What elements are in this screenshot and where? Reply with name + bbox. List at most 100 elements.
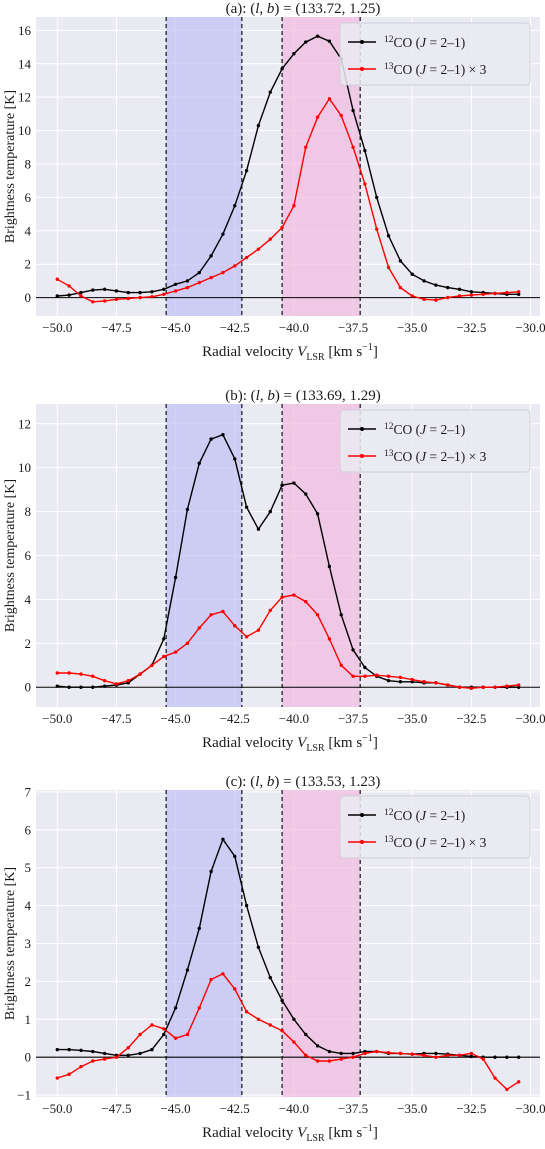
y-tick-label: 3 [25,936,32,951]
data-point-co13 [493,1076,497,1080]
data-point-co13 [114,297,119,301]
data-point-co13 [469,293,474,297]
data-point-co13 [304,599,308,604]
data-point-co12 [55,294,59,298]
series-line-co13 [56,97,519,303]
data-point-co13 [517,683,521,687]
data-point-co13 [102,1057,107,1061]
data-point-co13 [434,298,438,302]
data-point-co12 [79,290,83,295]
data-point-co12 [339,613,343,617]
data-point-co13 [517,290,521,294]
x-tick-label: −45.0 [161,711,191,726]
data-point-co12 [102,287,107,291]
x-axis-label: Radial velocity VLSR [km s−1] [202,733,378,754]
y-tick-label: 6 [25,822,32,837]
data-point-co13 [363,674,367,678]
data-point-co12 [79,685,83,689]
data-point-co12 [256,945,261,949]
data-point-co12 [315,512,320,516]
data-point-co13 [126,296,130,301]
data-point-co13 [446,683,450,687]
y-tick-label: 0 [25,1050,32,1065]
data-point-co12 [55,1047,59,1052]
data-point-co13 [138,295,142,300]
legend-label-co13: 13CO (J = 2–1) × 3 [384,449,487,464]
x-axis-label: Radial velocity VLSR [km s−1] [202,342,378,363]
data-point-co12 [280,483,284,487]
data-point-co12 [351,108,355,113]
data-point-co13 [469,1051,474,1056]
data-point-co12 [162,1032,166,1037]
data-point-co13 [185,641,190,646]
data-point-co12 [386,678,391,683]
x-tick-label: −37.5 [338,1101,368,1116]
data-point-co12 [410,272,414,276]
data-point-co13 [363,1051,367,1056]
data-point-co13 [138,672,142,676]
y-tick-label: 8 [25,504,32,519]
data-point-co12 [256,123,261,128]
data-point-co12 [197,461,201,465]
chart-panel-b: 0 2 4 6 8 10 12 −50.0 −47.5 −45.0 −42.5 −40.0 −37.5 −… [3,388,545,754]
chart-title: (a): (l, b) = (133.72, 1.25) [226,1,381,17]
legend-marker-co12 [360,40,364,44]
data-point-co12 [150,1047,154,1052]
data-point-co13 [185,1032,190,1037]
data-point-co13 [91,674,95,678]
data-point-co13 [79,1064,83,1069]
data-point-co12 [280,998,284,1003]
x-tick-label: −42.5 [220,1101,250,1116]
data-point-co13 [209,613,213,617]
data-point-co12 [268,509,272,514]
data-point-co12 [469,290,474,294]
data-point-co13 [446,295,450,300]
chart-title: (c): (l, b) = (133.53, 1.23) [226,774,381,790]
data-point-co13 [280,1028,284,1033]
y-tick-label: 16 [18,23,32,38]
series-line-co12 [57,35,519,297]
data-point-co12 [363,665,367,670]
data-point-co12 [304,492,308,496]
legend-box [339,22,531,86]
data-point-co13 [185,285,190,290]
data-point-co13 [114,1055,119,1059]
data-point-co12 [434,283,438,287]
x-tick-label: −30.0 [515,1101,545,1116]
data-point-co13 [221,609,225,614]
data-point-co13 [517,1080,521,1084]
data-point-co12 [197,926,201,931]
data-point-co13 [327,1059,332,1063]
data-point-co13 [126,1046,130,1050]
x-tick-label: −37.5 [338,711,368,726]
data-point-co13 [256,247,261,251]
data-point-co13 [114,682,119,686]
data-point-co12 [102,1051,107,1056]
data-point-co12 [173,1006,178,1010]
legend: 12CO (J = 2–1) 13CO (J = 2–1) × 3 [339,795,531,859]
data-point-co13 [351,145,355,149]
data-point-co13 [363,182,367,186]
chart-title: (b): (l, b) = (133.69, 1.29) [225,388,381,404]
data-point-co13 [162,654,166,659]
data-point-co13 [351,674,355,678]
data-point-co13 [339,663,343,667]
data-point-co12 [233,204,237,208]
data-point-co12 [209,869,213,874]
data-point-co13 [315,1059,320,1063]
data-point-co12 [268,90,272,94]
data-point-co13 [304,1053,308,1058]
x-tick-label: −47.5 [101,320,131,335]
data-point-co13 [55,277,59,281]
x-tick-label: −37.5 [338,320,368,335]
data-point-co13 [410,294,414,298]
data-point-co12 [244,505,249,509]
data-point-co12 [185,507,190,512]
chart-panel-a: 0 2 4 6 8 10 12 14 16 −50.0 −47.5 −45.0 −42.5 −40.0 −3… [3,1,545,363]
data-point-co12 [91,288,95,292]
data-point-co13 [244,635,249,639]
y-tick-label: 2 [25,636,32,651]
x-tick-label: −30.0 [515,711,545,726]
data-point-co12 [327,39,332,43]
data-point-co13 [292,1040,296,1044]
